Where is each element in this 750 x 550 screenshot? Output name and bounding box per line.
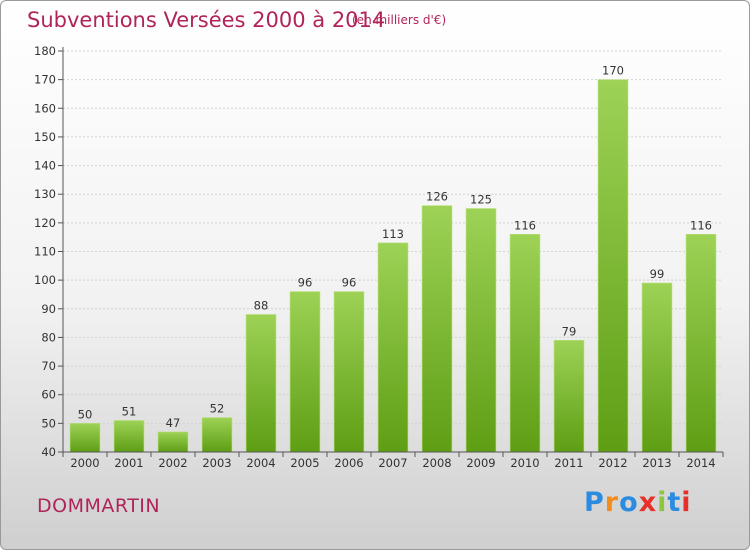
x-tick-label: 2010 bbox=[510, 456, 539, 470]
bar-value-label: 125 bbox=[470, 193, 492, 207]
logo-letter: x bbox=[638, 487, 658, 518]
logo-letter: r bbox=[604, 487, 620, 518]
y-tick-label: 50 bbox=[41, 416, 56, 430]
y-tick-label: 140 bbox=[34, 159, 56, 173]
x-tick-label: 2013 bbox=[642, 456, 671, 470]
x-tick-label: 2000 bbox=[70, 456, 99, 470]
bar-value-label: 113 bbox=[382, 227, 404, 241]
logo-letter: o bbox=[619, 487, 639, 518]
y-tick-label: 80 bbox=[41, 330, 56, 344]
logo-letter: P bbox=[584, 487, 605, 518]
bar-value-label: 79 bbox=[562, 324, 577, 338]
bar-2006 bbox=[333, 291, 365, 453]
town-name: DOMMARTIN bbox=[37, 495, 161, 517]
bar-2002 bbox=[157, 431, 189, 453]
bar-value-label: 96 bbox=[342, 276, 357, 290]
y-tick-label: 150 bbox=[34, 130, 56, 144]
y-tick-label: 130 bbox=[34, 187, 56, 201]
x-tick-label: 2001 bbox=[114, 456, 143, 470]
bar-2007 bbox=[377, 242, 409, 453]
bar-value-label: 51 bbox=[122, 404, 137, 418]
x-tick-label: 2009 bbox=[466, 456, 495, 470]
bar-2003 bbox=[201, 417, 233, 453]
y-tick-label: 160 bbox=[34, 101, 56, 115]
bar-2014 bbox=[685, 234, 717, 453]
bar-2001 bbox=[113, 420, 145, 453]
chart-title: Subventions Versées 2000 à 2014 bbox=[27, 8, 386, 32]
chart-subtitle: (en milliers d'€) bbox=[352, 13, 447, 27]
x-tick-label: 2006 bbox=[334, 456, 363, 470]
x-tick-label: 2008 bbox=[422, 456, 451, 470]
y-tick-label: 90 bbox=[41, 302, 56, 316]
bar-value-label: 52 bbox=[210, 402, 225, 416]
y-tick-label: 180 bbox=[34, 44, 56, 58]
bar-2013 bbox=[641, 282, 673, 453]
bar-2005 bbox=[289, 291, 321, 453]
x-tick-label: 2014 bbox=[686, 456, 715, 470]
x-tick-label: 2004 bbox=[246, 456, 275, 470]
bar-2009 bbox=[465, 208, 497, 453]
bar-2008 bbox=[421, 205, 453, 453]
bar-value-label: 170 bbox=[602, 64, 624, 78]
bar-value-label: 50 bbox=[78, 407, 93, 421]
bar-2004 bbox=[245, 314, 277, 453]
y-tick-label: 170 bbox=[34, 73, 56, 87]
proxiti-logo[interactable]: Proxiti bbox=[584, 487, 692, 518]
y-tick-label: 110 bbox=[34, 245, 56, 259]
y-tick-label: 70 bbox=[41, 359, 56, 373]
y-tick-label: 100 bbox=[34, 273, 56, 287]
logo-letter: i bbox=[657, 487, 668, 518]
x-tick-label: 2003 bbox=[202, 456, 231, 470]
x-tick-label: 2007 bbox=[378, 456, 407, 470]
y-tick-label: 120 bbox=[34, 216, 56, 230]
bar-value-label: 126 bbox=[426, 190, 448, 204]
bar-value-label: 96 bbox=[298, 276, 313, 290]
x-tick-label: 2005 bbox=[290, 456, 319, 470]
bar-value-label: 99 bbox=[650, 267, 665, 281]
x-tick-label: 2002 bbox=[158, 456, 187, 470]
logo-letter: t bbox=[667, 487, 682, 518]
bar-2010 bbox=[509, 234, 541, 453]
y-tick-label: 40 bbox=[41, 445, 56, 459]
logo-letter: i bbox=[681, 487, 692, 518]
bar-2000 bbox=[69, 423, 101, 453]
bar-2011 bbox=[553, 339, 585, 453]
bar-value-label: 116 bbox=[690, 218, 712, 232]
x-tick-label: 2012 bbox=[598, 456, 627, 470]
bar-2012 bbox=[597, 79, 629, 453]
x-tick-label: 2011 bbox=[554, 456, 583, 470]
bar-value-label: 47 bbox=[166, 416, 181, 430]
bar-value-label: 88 bbox=[254, 299, 269, 313]
bar-value-label: 116 bbox=[514, 218, 536, 232]
y-tick-label: 60 bbox=[41, 388, 56, 402]
